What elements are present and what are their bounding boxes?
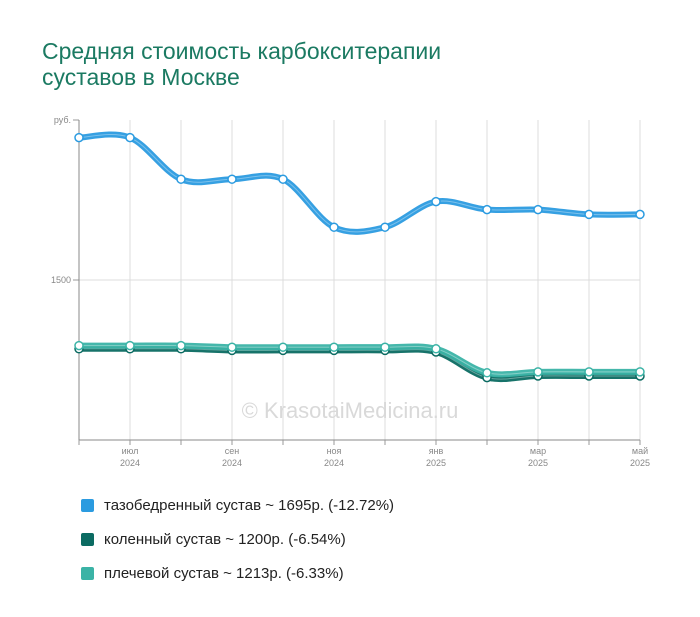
x-tick-label-month: ноя xyxy=(327,446,342,456)
legend: тазобедренный сустав ~ 1695р. (-12.72%) к… xyxy=(81,488,394,590)
x-tick-label-year: 2025 xyxy=(426,458,446,468)
x-tick-label-month: мар xyxy=(530,446,546,456)
legend-swatch xyxy=(81,532,94,546)
x-tick-label-month: сен xyxy=(225,446,240,456)
data-point xyxy=(482,368,492,378)
data-point xyxy=(533,204,543,215)
data-point xyxy=(380,222,390,232)
legend-item[interactable]: коленный сустав ~ 1200р. (-6.54%) xyxy=(81,522,394,556)
data-point xyxy=(329,222,339,232)
legend-label: тазобедренный сустав ~ 1695р. (-12.72%) xyxy=(104,496,395,514)
x-tick-label-year: 2024 xyxy=(222,458,242,468)
data-point xyxy=(380,342,390,352)
x-tick-label-month: янв xyxy=(429,446,444,456)
data-point xyxy=(278,342,288,352)
chart-title-line-2: суставов в Москве xyxy=(42,64,240,90)
chart-title: Средняя стоимость карбокситерапии сустав… xyxy=(42,38,602,90)
data-point xyxy=(431,196,441,207)
y-tick-label: 1500 xyxy=(51,275,71,285)
data-point xyxy=(176,340,186,351)
data-point xyxy=(431,344,441,354)
data-point xyxy=(125,340,135,351)
data-point xyxy=(74,340,84,351)
chart-title-line-1: Средняя стоимость карбокситерапии xyxy=(42,38,442,64)
x-tick-label-month: июл xyxy=(122,446,139,456)
data-point xyxy=(227,174,237,184)
data-point xyxy=(482,204,492,215)
y-unit-label: руб. xyxy=(54,115,71,125)
x-tick-label-year: 2024 xyxy=(324,458,344,468)
series-line-highlight xyxy=(78,134,641,233)
legend-swatch xyxy=(81,498,94,512)
data-point xyxy=(74,132,84,143)
data-point xyxy=(635,209,645,220)
x-tick-label-year: 2024 xyxy=(120,458,140,468)
series-line xyxy=(76,131,643,235)
legend-item[interactable]: плечевой сустав ~ 1213р. (-6.33%) xyxy=(81,556,394,590)
legend-swatch xyxy=(81,566,94,580)
data-point xyxy=(584,209,594,220)
legend-label: плечевой сустав ~ 1213р. (-6.33%) xyxy=(104,564,344,582)
x-tick-label-year: 2025 xyxy=(528,458,548,468)
data-point xyxy=(584,367,594,377)
data-point xyxy=(227,342,237,352)
x-tick-label-month: май xyxy=(632,446,648,456)
x-tick-label-year: 2025 xyxy=(630,458,650,468)
legend-label: коленный сустав ~ 1200р. (-6.54%) xyxy=(104,530,346,548)
data-point xyxy=(329,342,339,352)
data-point xyxy=(635,367,645,377)
data-point xyxy=(176,174,186,184)
data-point xyxy=(278,174,288,184)
legend-item[interactable]: тазобедренный сустав ~ 1695р. (-12.72%) xyxy=(81,488,394,522)
data-point xyxy=(125,132,135,143)
watermark: © KrasotaiMedicina.ru xyxy=(241,398,459,423)
data-point xyxy=(533,367,543,377)
